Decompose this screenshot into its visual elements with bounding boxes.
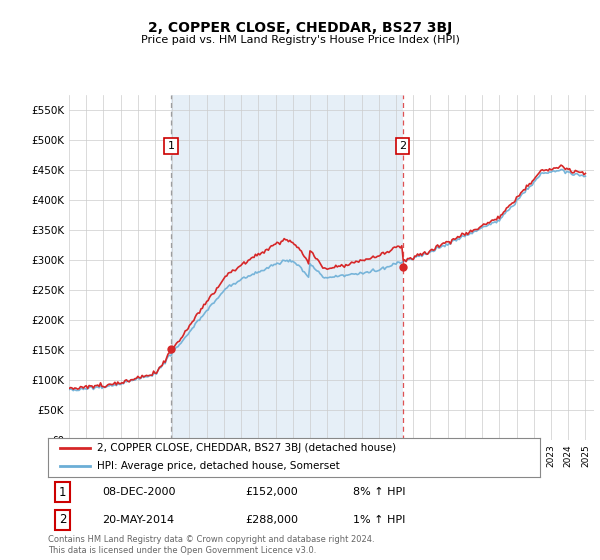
Text: 20-MAY-2014: 20-MAY-2014	[102, 515, 174, 525]
Text: Price paid vs. HM Land Registry's House Price Index (HPI): Price paid vs. HM Land Registry's House …	[140, 35, 460, 45]
Text: This data is licensed under the Open Government Licence v3.0.: This data is licensed under the Open Gov…	[48, 545, 316, 555]
Text: 1: 1	[167, 141, 175, 151]
Text: 2: 2	[399, 141, 406, 151]
Text: 08-DEC-2000: 08-DEC-2000	[102, 487, 176, 497]
Text: £288,000: £288,000	[245, 515, 298, 525]
Text: 2, COPPER CLOSE, CHEDDAR, BS27 3BJ: 2, COPPER CLOSE, CHEDDAR, BS27 3BJ	[148, 21, 452, 35]
Text: 2: 2	[59, 513, 67, 526]
Text: 8% ↑ HPI: 8% ↑ HPI	[353, 487, 406, 497]
Text: £152,000: £152,000	[245, 487, 298, 497]
Text: 1: 1	[59, 486, 67, 499]
Text: HPI: Average price, detached house, Somerset: HPI: Average price, detached house, Some…	[97, 461, 340, 471]
Bar	[171, 95, 403, 440]
Text: 1% ↑ HPI: 1% ↑ HPI	[353, 515, 406, 525]
Text: Contains HM Land Registry data © Crown copyright and database right 2024.: Contains HM Land Registry data © Crown c…	[48, 535, 374, 544]
Text: 2, COPPER CLOSE, CHEDDAR, BS27 3BJ (detached house): 2, COPPER CLOSE, CHEDDAR, BS27 3BJ (deta…	[97, 443, 397, 452]
